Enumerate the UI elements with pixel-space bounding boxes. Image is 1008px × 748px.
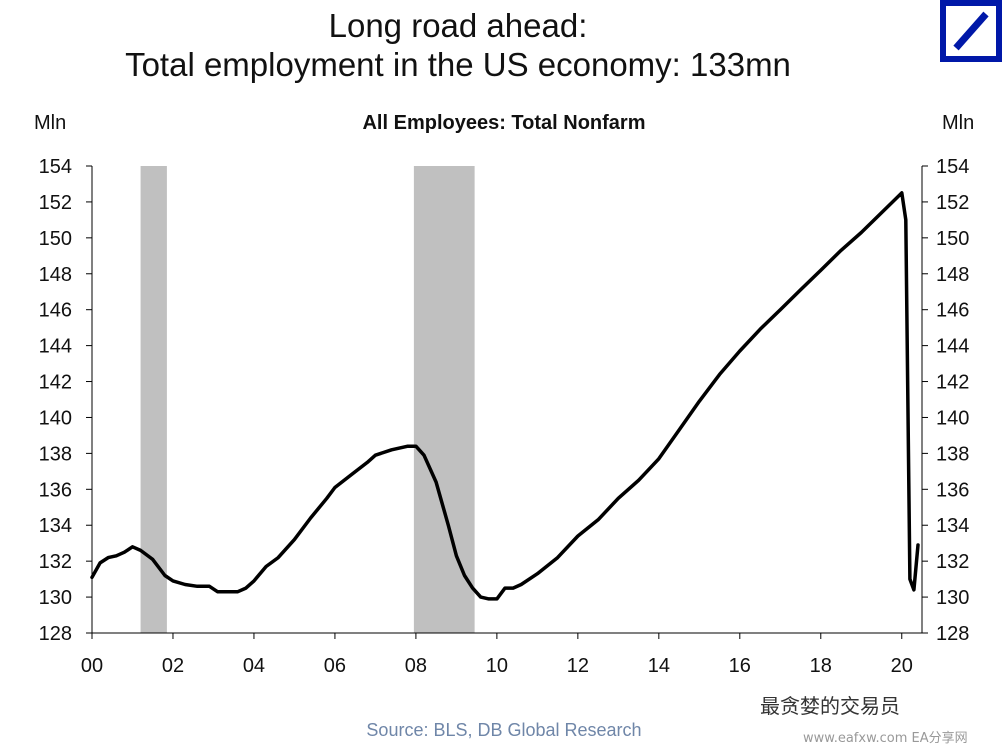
source-note: Source: BLS, DB Global Research: [366, 720, 642, 740]
right-y-tick-label: 142: [936, 372, 969, 394]
line-chart: 128 128 130 130 132 132 134 134 136 136 138 138 140 1…: [39, 156, 970, 677]
left-y-tick-label: 146: [39, 300, 72, 322]
right-y-tick-label: 146: [936, 300, 969, 322]
x-tick-label: 16: [729, 655, 751, 677]
x-tick-label: 08: [405, 655, 427, 677]
right-y-tick-label: 154: [936, 156, 969, 178]
left-y-tick-label: 134: [39, 515, 72, 537]
left-y-tick-label: 136: [39, 479, 72, 501]
right-y-tick-label: 128: [936, 623, 969, 645]
right-y-tick-label: 136: [936, 479, 969, 501]
watermark-url: www.eafxw.com EA分享网: [803, 731, 968, 746]
left-y-tick-label: 148: [39, 264, 72, 286]
right-y-tick-label: 132: [936, 551, 969, 573]
right-y-tick-label: 144: [936, 336, 969, 358]
page-title-line-2: Total employment in the US economy: 133m…: [125, 46, 791, 83]
left-y-tick-label: 152: [39, 192, 72, 214]
right-y-tick-label: 152: [936, 192, 969, 214]
right-y-tick-label: 140: [936, 407, 969, 429]
x-tick-label: 06: [324, 655, 346, 677]
left-axis-unit: Mln: [34, 112, 67, 134]
left-y-tick-label: 138: [39, 443, 72, 465]
recession-band-1: [413, 166, 475, 633]
left-y-tick-label: 142: [39, 372, 72, 394]
x-tick-label: 04: [243, 655, 265, 677]
x-tick-label: 20: [891, 655, 913, 677]
page-title-line-1: Long road ahead:: [328, 7, 588, 44]
watermark-text: 最贪婪的交易员: [760, 694, 900, 718]
x-tick-label: 14: [648, 655, 670, 677]
right-y-tick-label: 134: [936, 515, 969, 537]
right-y-tick-label: 148: [936, 264, 969, 286]
left-y-tick-label: 128: [39, 623, 72, 645]
x-tick-label: 10: [486, 655, 508, 677]
right-y-tick-label: 138: [936, 443, 969, 465]
deutsche-bank-logo: [940, 0, 1002, 62]
left-y-tick-label: 130: [39, 587, 72, 609]
left-y-tick-label: 132: [39, 551, 72, 573]
x-tick-label: 12: [567, 655, 589, 677]
series-line-0: [90, 191, 920, 601]
x-tick-label: 18: [810, 655, 832, 677]
left-y-tick-label: 144: [39, 336, 72, 358]
right-y-tick-label: 150: [936, 228, 969, 250]
x-tick-label: 02: [162, 655, 184, 677]
chart-title: All Employees: Total Nonfarm: [362, 112, 646, 134]
right-y-tick-label: 130: [936, 587, 969, 609]
right-axis-unit: Mln: [942, 112, 975, 134]
left-y-tick-label: 140: [39, 407, 72, 429]
left-y-tick-label: 154: [39, 156, 72, 178]
left-y-tick-label: 150: [39, 228, 72, 250]
x-tick-label: 00: [81, 655, 103, 677]
